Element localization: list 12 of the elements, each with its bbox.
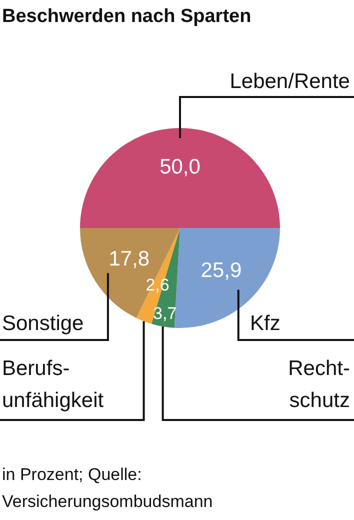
pie-slice xyxy=(80,128,280,228)
slice-label: Sonstige xyxy=(2,312,84,335)
slice-label: Leben/Rente xyxy=(230,70,350,93)
slice-label: Kfz xyxy=(250,312,280,335)
pie-slice xyxy=(174,228,280,328)
data-label: 25,9 xyxy=(200,259,242,282)
text: in Prozent; Quelle: Versicherungsombudsmann xyxy=(2,465,213,511)
chart-title: Beschwerden nach Sparten xyxy=(2,6,252,27)
data-label: 17,8 xyxy=(108,247,150,270)
data-label: 50,0 xyxy=(160,156,200,179)
slice-label: Recht-schutz xyxy=(288,357,350,412)
slice-label: Berufs-unfähigkeit xyxy=(2,357,104,412)
